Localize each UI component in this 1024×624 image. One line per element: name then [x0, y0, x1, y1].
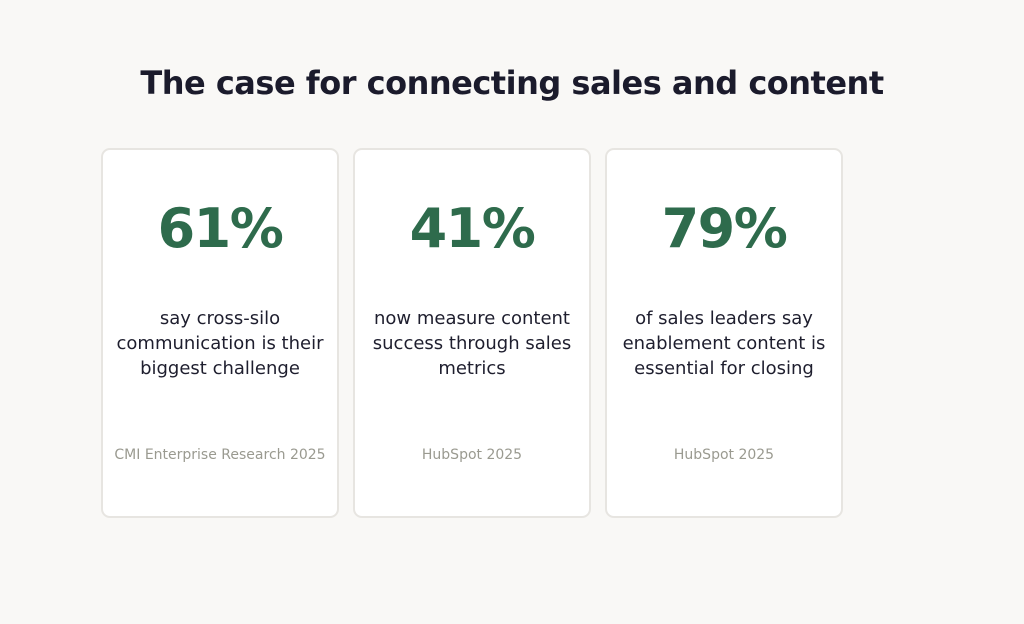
stat-value: 79% — [661, 197, 788, 260]
stat-description: now measure content success through sale… — [372, 308, 572, 379]
stat-description: say cross-silo communication is their bi… — [116, 308, 324, 379]
stat-card: 61% say cross-silo communication is thei… — [101, 148, 339, 518]
stat-value: 61% — [157, 197, 284, 260]
stat-source: HubSpot 2025 — [421, 447, 523, 463]
stat-source: HubSpot 2025 — [673, 447, 775, 463]
stat-cards: 61% say cross-silo communication is thei… — [101, 148, 843, 518]
stat-source: CMI Enterprise Research 2025 — [114, 447, 326, 463]
page-title: The case for connecting sales and conten… — [140, 64, 884, 102]
stat-description: of sales leaders say enablement content … — [622, 308, 826, 379]
stat-card: 41% now measure content success through … — [353, 148, 591, 518]
stat-card: 79% of sales leaders say enablement cont… — [605, 148, 843, 518]
stat-value: 41% — [409, 197, 536, 260]
